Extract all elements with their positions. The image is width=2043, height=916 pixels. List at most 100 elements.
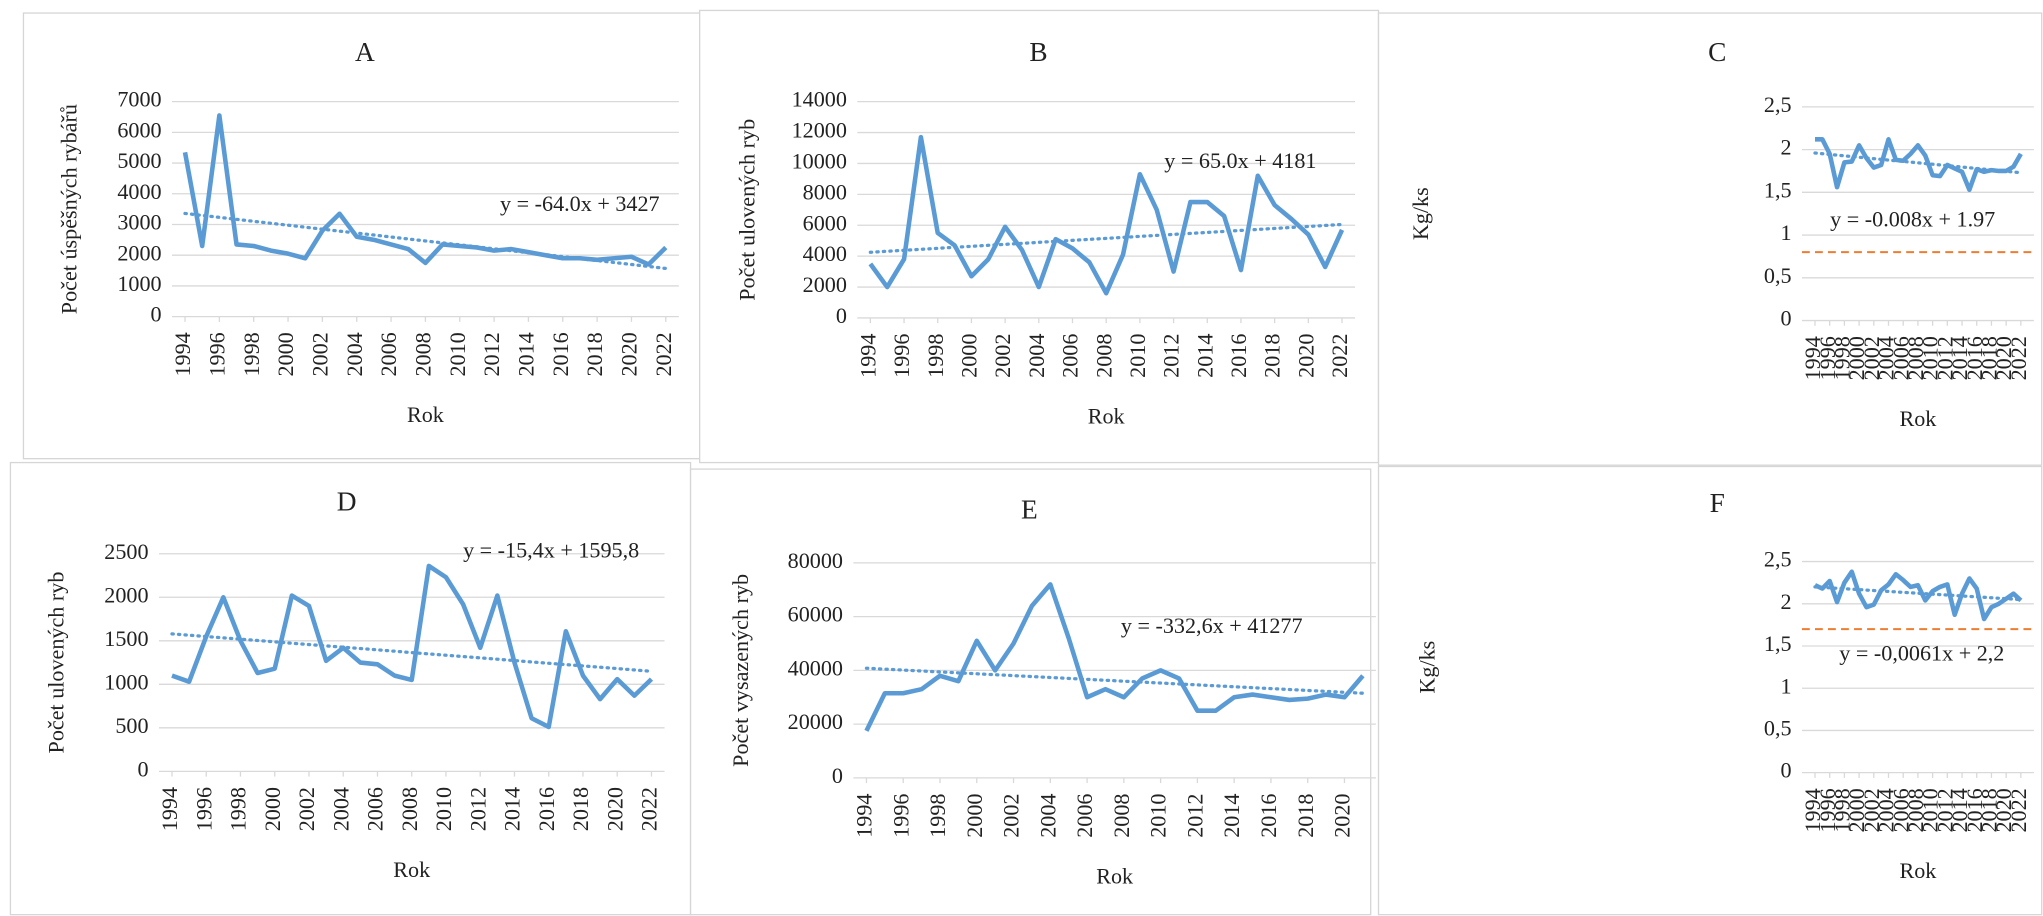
x-tick-label: 2018 (1977, 336, 2002, 380)
panel (1377, 465, 2043, 916)
x-tick-label: 2010 (1918, 788, 1943, 832)
y-tick-label: 0 (151, 302, 162, 327)
y-tick-label: 10000 (792, 149, 847, 174)
panel (699, 9, 1380, 464)
x-tick-label: 2004 (342, 332, 367, 376)
y-tick-label: 0,5 (1764, 263, 1792, 288)
x-tick-label: 2002 (1859, 788, 1884, 832)
y-tick-label: 60000 (788, 602, 843, 627)
x-axis-label: Rok (407, 402, 445, 427)
x-tick-label: 2016 (1256, 794, 1281, 838)
x-tick-label: 2004 (1874, 788, 1899, 832)
x-axis-label: Rok (1088, 403, 1126, 428)
x-tick-label: 2014 (1219, 794, 1244, 838)
x-tick-label: 2020 (602, 787, 627, 831)
y-tick-label: 2000 (104, 582, 148, 607)
data-line (864, 582, 1365, 732)
y-tick-label: 80000 (788, 548, 843, 573)
x-tick-label: 2010 (1146, 794, 1171, 838)
x-tick-label: 2012 (1932, 788, 1957, 832)
y-tick-label: 20000 (788, 709, 843, 734)
x-tick-label: 2012 (1932, 336, 1957, 380)
x-tick-label: 2014 (514, 332, 539, 376)
x-tick-label: 2014 (1947, 336, 1972, 380)
x-tick-label: 2014 (1947, 788, 1972, 832)
y-axis-label: Počet úspěšných rybářů (57, 104, 82, 314)
y-tick-label: 4000 (803, 241, 847, 266)
y-tick-label: 0 (836, 303, 847, 328)
x-tick-label: 2016 (1962, 788, 1987, 832)
data-line (1814, 569, 2023, 622)
x-tick-label: 2000 (273, 332, 298, 376)
x-tick-label: 2000 (957, 334, 982, 378)
x-tick-label: 2004 (1035, 794, 1060, 838)
x-tick-label: 2010 (431, 787, 456, 831)
y-tick-label: 40000 (788, 655, 843, 680)
x-tick-label: 2002 (307, 332, 332, 376)
chart-title: E (1021, 494, 1038, 524)
x-tick-label: 1994 (1800, 788, 1825, 832)
y-axis-label: Počet vysazených ryb (728, 574, 753, 767)
y-tick-label: 2 (1780, 589, 1791, 614)
x-tick-label: 2000 (962, 794, 987, 838)
x-tick-label: 2008 (1903, 788, 1928, 832)
y-tick-label: 2500 (104, 539, 148, 564)
y-axis-label: Počet ulovených ryb (734, 119, 759, 301)
data-line (1814, 137, 2023, 193)
x-tick-label: 2000 (1844, 336, 1869, 380)
y-tick-label: 4000 (117, 179, 161, 204)
panel (9, 461, 692, 916)
x-tick-label: 2016 (534, 787, 559, 831)
trend-line (170, 632, 654, 673)
x-tick-label: 2020 (617, 332, 642, 376)
chart-title: F (1710, 488, 1725, 518)
x-tick-label: 2022 (2006, 336, 2031, 380)
x-tick-label: 2002 (990, 334, 1015, 378)
x-tick-label: 2018 (582, 332, 607, 376)
x-axis-label: Rok (1899, 858, 1937, 883)
y-tick-label: 1500 (104, 626, 148, 651)
x-axis-label: Rok (393, 857, 431, 882)
x-tick-label: 2000 (260, 787, 285, 831)
chart-title: B (1029, 37, 1047, 67)
data-line (182, 113, 668, 267)
x-tick-label: 1994 (157, 787, 182, 831)
x-axis-label: Rok (1096, 863, 1134, 888)
chart-title: D (337, 487, 357, 517)
trend-equation: y = -15,4x + 1595,8 (463, 538, 639, 563)
trend-line (1813, 585, 2023, 602)
x-tick-label: 2020 (1991, 788, 2016, 832)
x-tick-label: 2018 (1293, 794, 1318, 838)
y-tick-label: 2,5 (1764, 92, 1792, 117)
x-tick-label: 2016 (548, 332, 573, 376)
x-tick-label: 1994 (170, 332, 195, 376)
x-tick-label: 2002 (999, 794, 1024, 838)
trend-line (864, 666, 1365, 695)
trend-line (1813, 151, 2023, 175)
x-tick-label: 2000 (1844, 788, 1869, 832)
x-tick-label: 1996 (204, 332, 229, 376)
x-tick-label: 2004 (1024, 334, 1049, 378)
y-tick-label: 1000 (117, 271, 161, 296)
x-tick-label: 2006 (1058, 334, 1083, 378)
trend-equation: y = -0.008x + 1.97 (1830, 207, 1995, 232)
trend-equation: y = -332,6x + 41277 (1121, 613, 1303, 638)
y-tick-label: 1,5 (1764, 631, 1792, 656)
panel (689, 468, 1372, 916)
x-tick-label: 2022 (637, 787, 662, 831)
y-tick-label: 0 (1780, 306, 1791, 331)
x-tick-label: 2006 (1072, 794, 1097, 838)
x-tick-label: 2010 (1125, 334, 1150, 378)
x-tick-label: 2010 (445, 332, 470, 376)
x-tick-label: 2006 (376, 332, 401, 376)
y-tick-label: 1000 (104, 669, 148, 694)
x-tick-label: 2006 (1888, 336, 1913, 380)
x-tick-label: 2020 (1330, 794, 1355, 838)
x-tick-label: 1996 (191, 787, 216, 831)
y-tick-label: 2,5 (1764, 547, 1792, 572)
x-tick-label: 2012 (465, 787, 490, 831)
x-tick-label: 1996 (889, 334, 914, 378)
y-tick-label: 12000 (792, 118, 847, 143)
x-tick-label: 2004 (1874, 336, 1899, 380)
